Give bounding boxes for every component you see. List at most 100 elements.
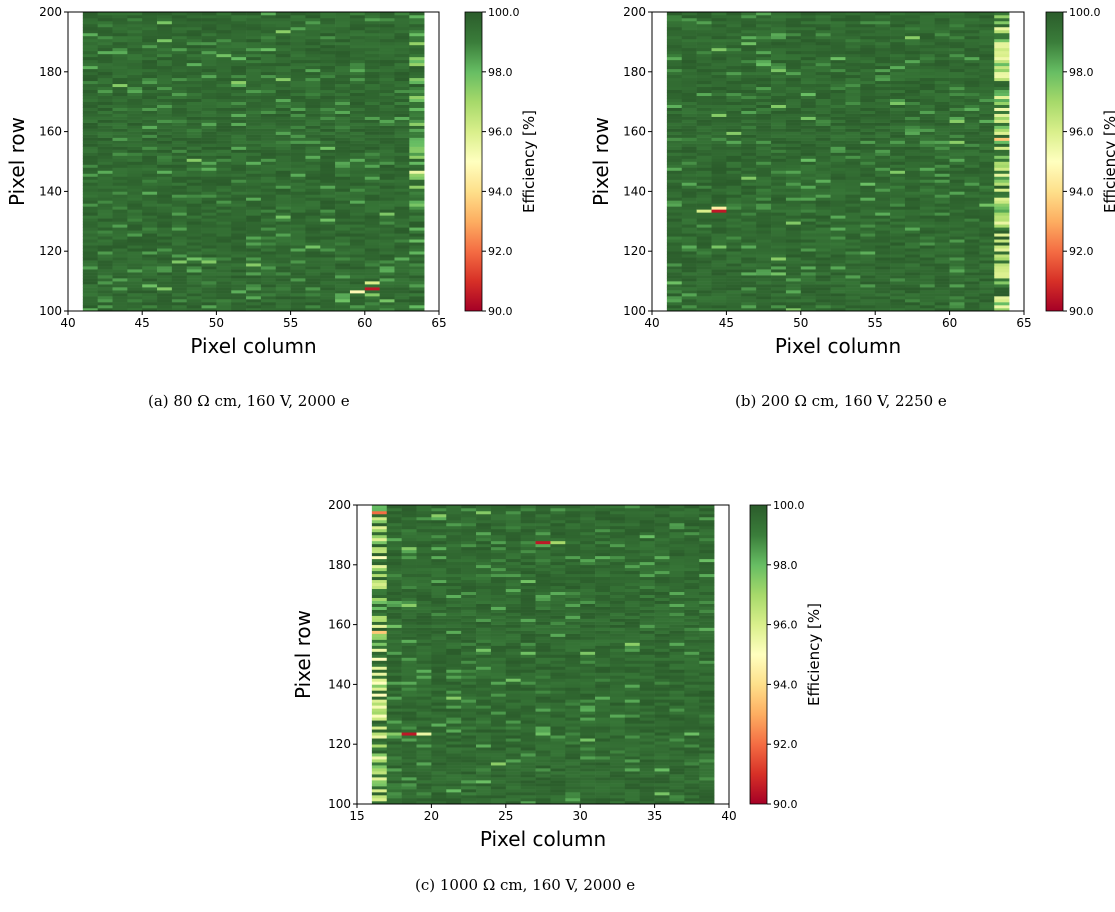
heatmap-cell (320, 266, 336, 270)
heatmap-cell (157, 224, 173, 228)
heatmap-cell (860, 38, 876, 43)
heatmap-cell (401, 570, 417, 575)
heatmap-cell (349, 98, 366, 102)
heatmap-cell (904, 71, 921, 76)
heatmap-cell (979, 287, 995, 291)
heatmap-cell (97, 278, 113, 282)
heatmap-cell (394, 62, 410, 67)
heatmap-cell (785, 221, 802, 225)
heatmap-cell (845, 233, 861, 237)
heatmap-cell (260, 134, 277, 138)
heatmap-cell (860, 206, 876, 210)
heatmap-cell (741, 50, 757, 55)
heatmap-cell (142, 299, 158, 303)
heatmap-cell (815, 263, 831, 267)
heatmap-cell (379, 272, 395, 276)
heatmap-cell (305, 89, 321, 94)
heatmap-cell (741, 149, 757, 153)
heatmap-cell (186, 287, 202, 291)
heatmap-cell (171, 206, 188, 210)
heatmap-cell (934, 32, 950, 37)
heatmap-cell (756, 299, 772, 303)
heatmap-cell (186, 296, 202, 300)
heatmap-cell (142, 284, 158, 288)
heatmap-cell (785, 14, 802, 19)
heatmap-cell (800, 272, 816, 276)
heatmap-cell (875, 245, 891, 249)
heatmap-cell (711, 281, 727, 285)
heatmap-cell (979, 92, 995, 97)
heatmap-cell (386, 774, 402, 778)
heatmap-cell (934, 89, 950, 94)
heatmap-cell (260, 278, 277, 282)
heatmap-cell (401, 696, 417, 700)
heatmap-cell (320, 305, 336, 309)
heatmap-cell (371, 660, 388, 664)
heatmap-cell (711, 77, 727, 82)
heatmap-cell (386, 798, 402, 802)
heatmap-cell (157, 65, 173, 70)
heatmap-cell (127, 305, 143, 309)
heatmap-cell (186, 299, 202, 303)
heatmap-cell (246, 17, 262, 22)
heatmap-cell (290, 278, 306, 282)
heatmap-cell (275, 299, 291, 303)
heatmap-cell (275, 14, 291, 19)
heatmap-cell (379, 290, 395, 294)
heatmap-cell (171, 146, 188, 150)
heatmap-cell (711, 257, 727, 261)
heatmap-cell (305, 137, 321, 141)
heatmap-cell (756, 14, 772, 19)
heatmap-cell (934, 59, 950, 64)
heatmap-cell (394, 98, 410, 102)
heatmap-cell (845, 227, 861, 231)
heatmap-cell (756, 287, 772, 291)
heatmap-cell (127, 227, 143, 231)
heatmap-cell (142, 278, 158, 282)
heatmap-cell (845, 104, 861, 108)
heatmap-cell (82, 266, 98, 270)
heatmap-cell (335, 20, 351, 25)
heatmap-cell (157, 254, 173, 258)
heatmap-cell (681, 230, 697, 234)
heatmap-cell (394, 104, 410, 108)
heatmap-cell (364, 98, 380, 102)
heatmap-cell (756, 170, 772, 174)
heatmap-cell (994, 167, 1010, 171)
heatmap-cell (97, 158, 113, 162)
heatmap-cell (371, 588, 388, 593)
heatmap-cell (290, 227, 306, 231)
heatmap-cell (246, 65, 262, 70)
heatmap-cell (157, 203, 173, 207)
heatmap-cell (97, 107, 113, 111)
heatmap-cell (409, 269, 425, 273)
heatmap-cell (860, 98, 876, 102)
heatmap-cell (364, 128, 380, 132)
heatmap-cell (756, 182, 772, 186)
heatmap-cell (934, 254, 950, 258)
heatmap-cell (305, 29, 321, 34)
heatmap-cell (949, 269, 965, 273)
heatmap-cell (112, 305, 128, 309)
heatmap-cell (741, 194, 757, 198)
heatmap-cell (290, 203, 306, 207)
heatmap-cell (290, 266, 306, 270)
heatmap-cell (82, 194, 98, 198)
heatmap-cell (860, 161, 876, 165)
heatmap-cell (696, 275, 712, 279)
heatmap-cell (979, 179, 995, 183)
heatmap-cell (815, 239, 831, 243)
heatmap-cell (364, 242, 380, 246)
heatmap-cell (379, 224, 395, 228)
heatmap-cell (785, 146, 802, 150)
heatmap-cell (696, 182, 712, 186)
heatmap-cell (890, 305, 906, 309)
heatmap-cell (994, 23, 1010, 28)
heatmap-cell (349, 137, 366, 141)
heatmap-cell (756, 242, 772, 246)
heatmap-cell (127, 200, 143, 204)
heatmap-cell (904, 275, 921, 279)
heatmap-cell (830, 62, 846, 67)
heatmap-cell (186, 12, 202, 16)
y-tick-label: 120 (39, 244, 62, 258)
